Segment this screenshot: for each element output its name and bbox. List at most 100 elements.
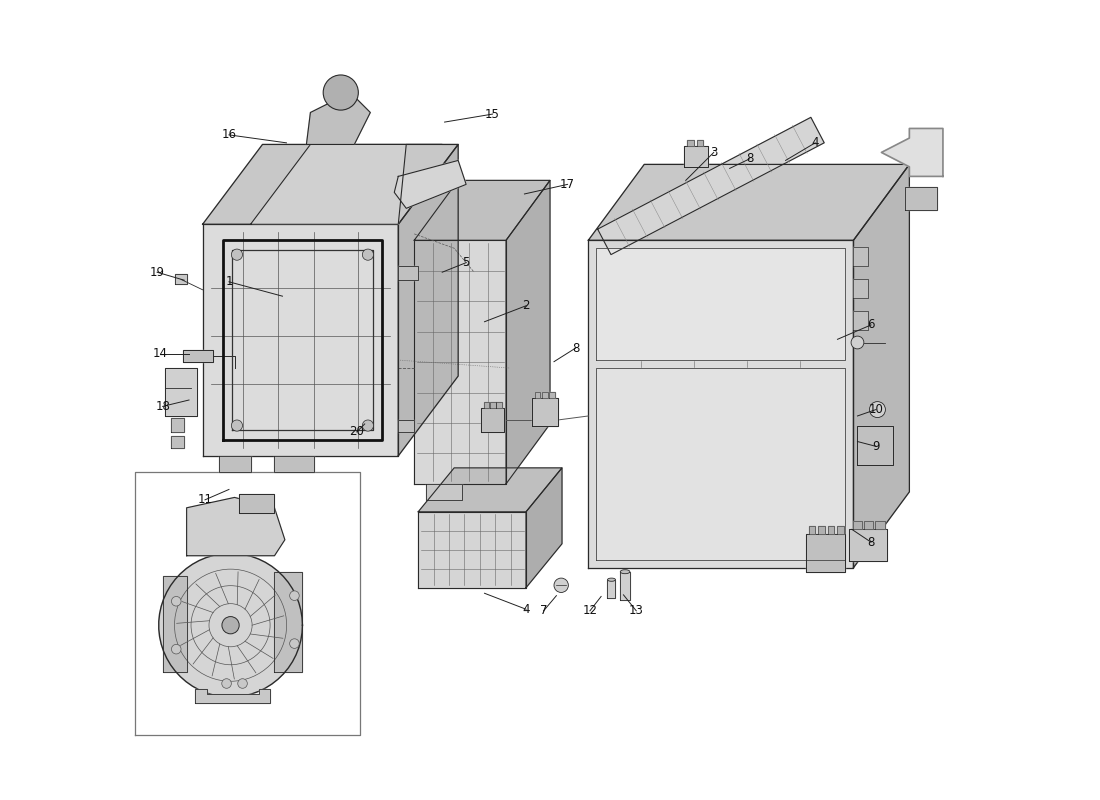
Circle shape — [222, 617, 239, 634]
Circle shape — [554, 578, 569, 593]
Polygon shape — [620, 572, 630, 600]
Text: 10: 10 — [868, 403, 883, 416]
Polygon shape — [588, 240, 854, 568]
Text: 6: 6 — [867, 318, 875, 331]
Polygon shape — [398, 266, 418, 280]
Circle shape — [362, 249, 374, 260]
Polygon shape — [607, 580, 616, 598]
Polygon shape — [854, 278, 868, 298]
Polygon shape — [828, 526, 834, 534]
Text: 8: 8 — [572, 342, 580, 354]
Polygon shape — [398, 420, 415, 432]
Polygon shape — [532, 398, 558, 426]
Polygon shape — [881, 129, 943, 176]
Polygon shape — [549, 392, 554, 398]
Circle shape — [222, 678, 231, 688]
Polygon shape — [588, 165, 910, 240]
Polygon shape — [849, 530, 887, 562]
Polygon shape — [165, 368, 197, 416]
Circle shape — [289, 591, 299, 601]
Text: 20: 20 — [350, 426, 364, 438]
Polygon shape — [854, 310, 868, 330]
Text: 7: 7 — [540, 604, 548, 618]
Circle shape — [238, 678, 248, 688]
Text: 9: 9 — [872, 440, 880, 453]
Circle shape — [362, 420, 374, 431]
Circle shape — [323, 75, 359, 110]
Polygon shape — [175, 274, 187, 284]
Polygon shape — [195, 689, 271, 703]
Polygon shape — [854, 246, 868, 266]
Polygon shape — [307, 93, 371, 145]
Polygon shape — [697, 140, 703, 146]
Text: 2: 2 — [522, 299, 530, 312]
Circle shape — [231, 420, 242, 431]
Circle shape — [289, 638, 299, 648]
Text: 16: 16 — [221, 128, 236, 142]
Polygon shape — [170, 436, 184, 448]
Polygon shape — [597, 118, 824, 254]
Polygon shape — [163, 576, 187, 671]
Polygon shape — [418, 512, 526, 588]
Polygon shape — [481, 408, 504, 432]
Polygon shape — [398, 145, 459, 456]
Text: 4: 4 — [812, 136, 818, 150]
Polygon shape — [542, 392, 548, 398]
Polygon shape — [854, 165, 910, 568]
Text: 4: 4 — [522, 602, 530, 616]
Polygon shape — [415, 240, 506, 484]
Polygon shape — [852, 522, 862, 530]
Circle shape — [172, 597, 182, 606]
Polygon shape — [874, 522, 884, 530]
Polygon shape — [535, 392, 540, 398]
Text: 15: 15 — [485, 107, 499, 121]
Polygon shape — [251, 145, 442, 224]
Text: 19: 19 — [150, 266, 165, 278]
Polygon shape — [202, 145, 459, 224]
Polygon shape — [484, 402, 490, 408]
Polygon shape — [183, 350, 213, 362]
Polygon shape — [596, 248, 846, 360]
Polygon shape — [526, 468, 562, 588]
Circle shape — [869, 402, 886, 418]
Polygon shape — [219, 456, 251, 472]
Polygon shape — [239, 494, 275, 514]
Circle shape — [851, 336, 864, 349]
Polygon shape — [905, 187, 937, 210]
Polygon shape — [808, 526, 815, 534]
Polygon shape — [170, 418, 184, 432]
Ellipse shape — [620, 570, 630, 574]
Polygon shape — [864, 522, 873, 530]
Polygon shape — [837, 526, 844, 534]
Text: 8: 8 — [746, 152, 754, 166]
Text: 12: 12 — [582, 604, 597, 618]
Text: 14: 14 — [153, 347, 168, 360]
Circle shape — [231, 249, 242, 260]
Text: 3: 3 — [710, 146, 717, 159]
Polygon shape — [275, 456, 315, 472]
Text: 11: 11 — [198, 494, 212, 506]
Polygon shape — [394, 161, 466, 208]
Polygon shape — [426, 484, 462, 500]
Polygon shape — [491, 402, 496, 408]
Polygon shape — [858, 426, 893, 466]
Polygon shape — [275, 572, 302, 671]
Polygon shape — [688, 140, 694, 146]
Polygon shape — [596, 368, 846, 560]
Text: 1: 1 — [226, 275, 233, 288]
Text: 18: 18 — [155, 400, 170, 413]
Ellipse shape — [607, 578, 616, 582]
Polygon shape — [415, 180, 550, 240]
Polygon shape — [684, 146, 708, 167]
Text: 17: 17 — [560, 178, 575, 191]
Polygon shape — [202, 224, 398, 456]
Text: 8: 8 — [868, 536, 875, 549]
Polygon shape — [418, 468, 562, 512]
Text: 13: 13 — [629, 604, 644, 618]
Polygon shape — [187, 498, 285, 556]
Polygon shape — [496, 402, 502, 408]
Polygon shape — [805, 534, 846, 572]
Polygon shape — [818, 526, 825, 534]
Polygon shape — [506, 180, 550, 484]
Text: 5: 5 — [462, 256, 470, 269]
